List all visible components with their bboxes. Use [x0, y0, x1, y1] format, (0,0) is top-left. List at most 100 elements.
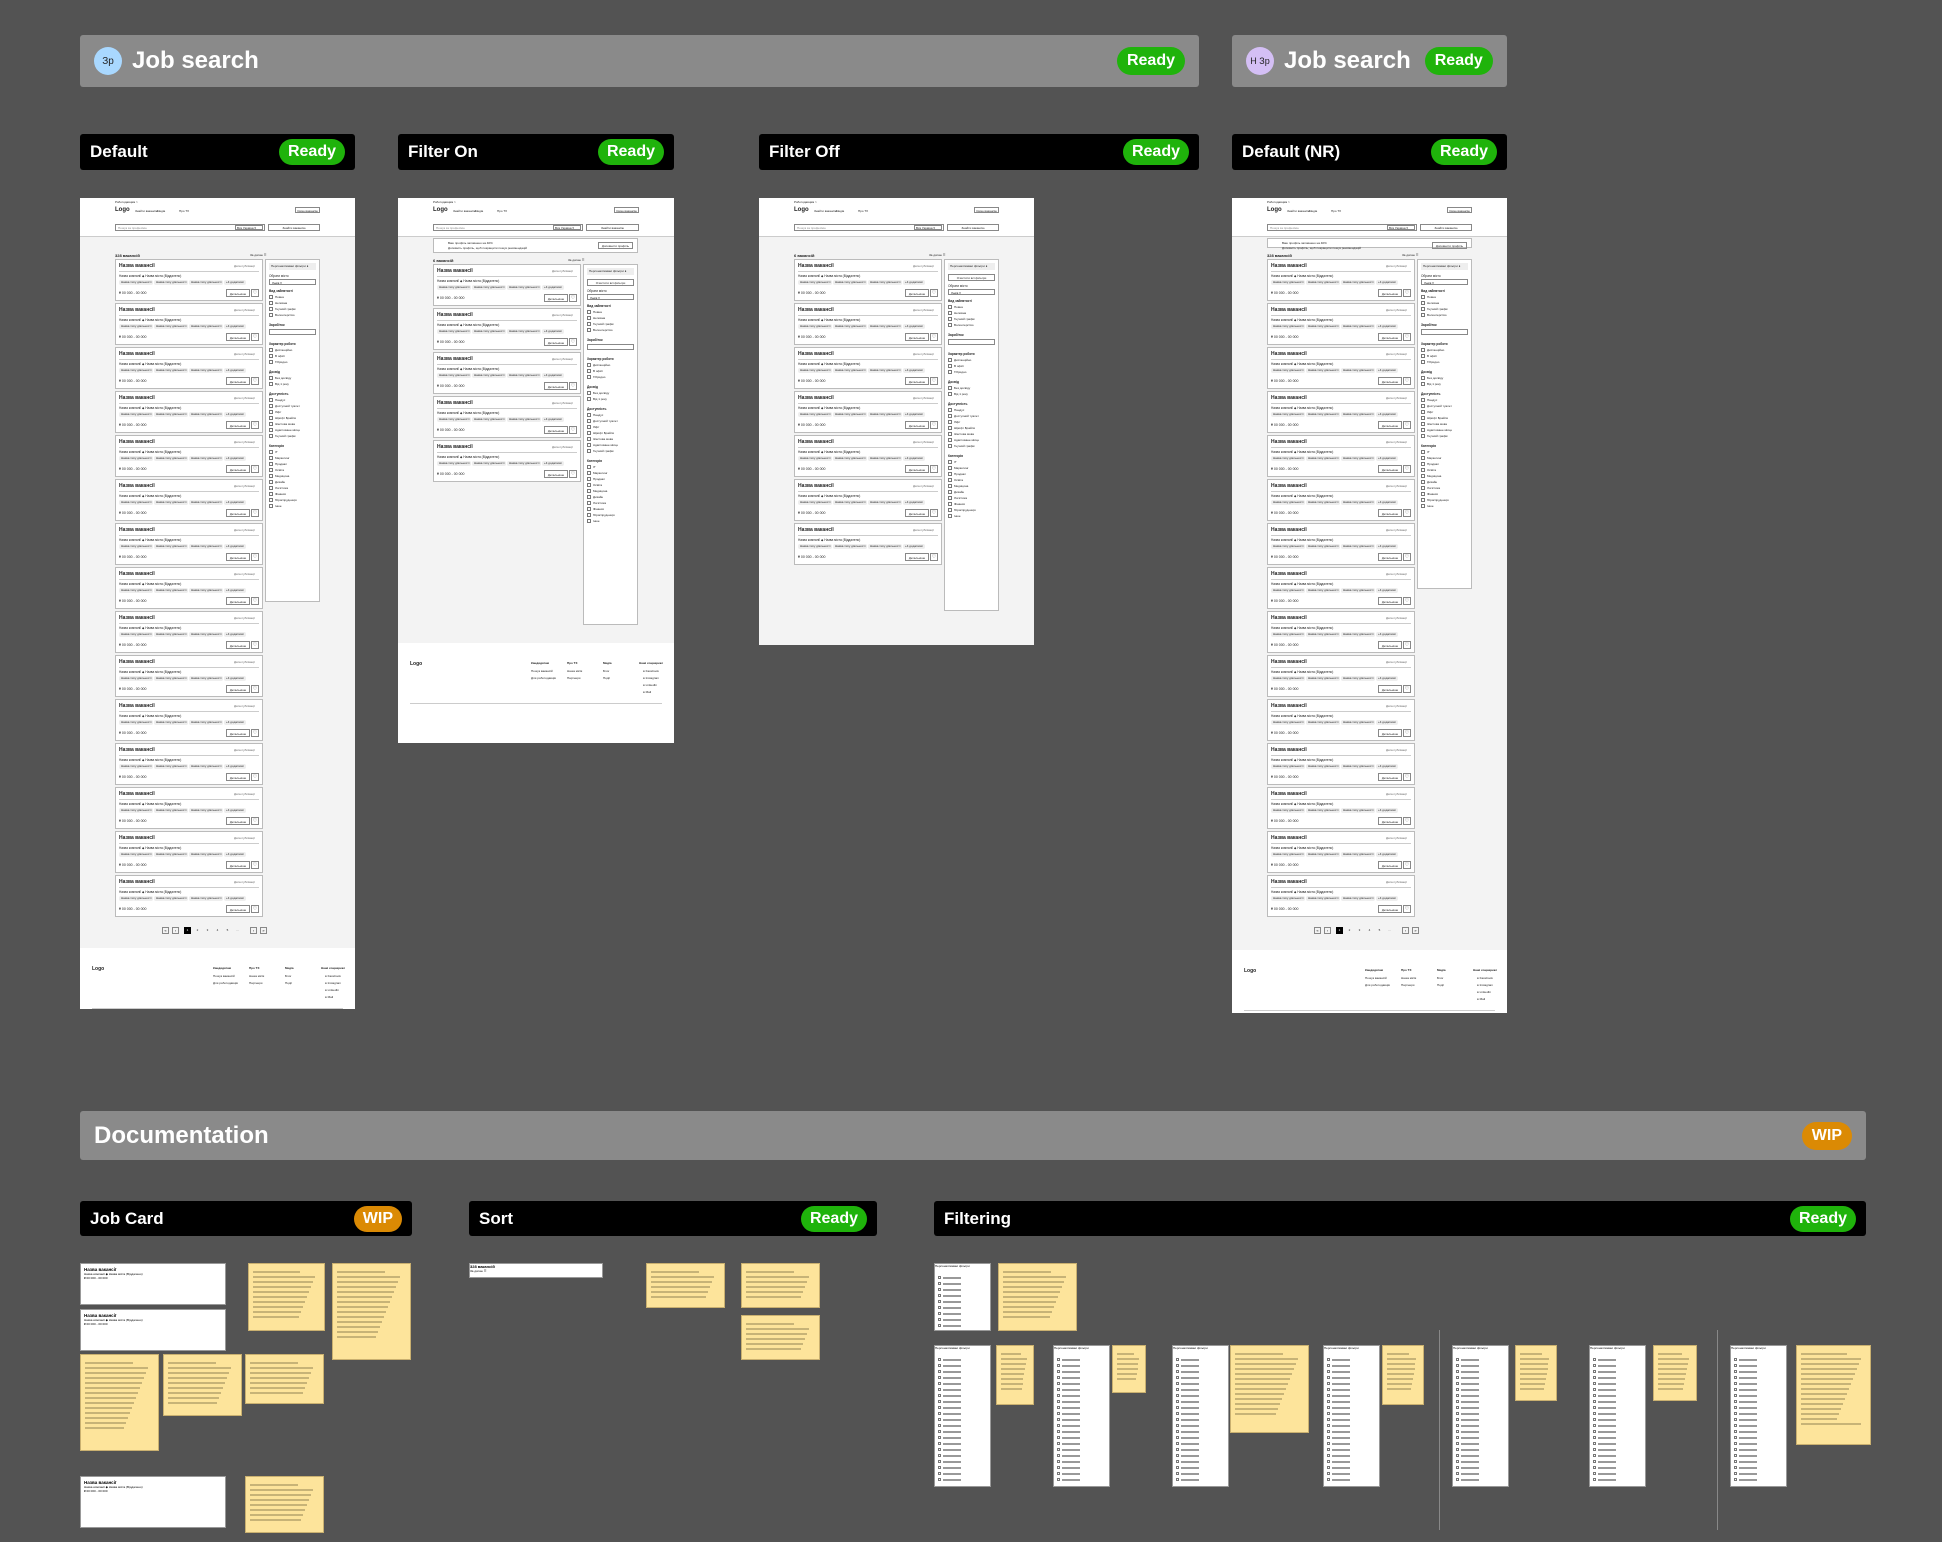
details-button[interactable]: Детальніше — [1378, 597, 1402, 605]
job-card[interactable]: Назва вакансії Дата публікації Назва компа… — [115, 435, 263, 477]
checkbox[interactable] — [269, 307, 273, 311]
job-card[interactable]: Назва вакансії Дата публікації Назва компа… — [115, 875, 263, 917]
details-button[interactable]: Детальніше — [544, 338, 568, 346]
heart-icon[interactable]: ♡ — [251, 905, 259, 913]
search-input[interactable]: Пошук за професією — [433, 224, 583, 231]
details-button[interactable]: Детальніше — [226, 685, 250, 693]
checkbox[interactable] — [1421, 434, 1425, 438]
search-input[interactable]: Пошук за професією — [1267, 224, 1417, 231]
heart-icon[interactable]: ♡ — [930, 377, 938, 385]
checkbox[interactable] — [587, 449, 591, 453]
details-button[interactable]: Детальніше — [226, 553, 250, 561]
heart-icon[interactable]: ♡ — [1403, 553, 1411, 561]
checkbox[interactable] — [269, 354, 273, 358]
checkbox[interactable] — [269, 301, 273, 305]
checkbox[interactable] — [587, 369, 591, 373]
checkbox[interactable] — [269, 410, 273, 414]
heart-icon[interactable]: ♡ — [251, 729, 259, 737]
salary-select[interactable] — [1421, 329, 1468, 335]
checkbox[interactable] — [948, 444, 952, 448]
details-button[interactable]: Детальніше — [1378, 465, 1402, 473]
heart-icon[interactable]: ♡ — [1403, 861, 1411, 869]
checkbox[interactable] — [587, 507, 591, 511]
details-button[interactable]: Детальніше — [1378, 773, 1402, 781]
checkbox[interactable] — [587, 519, 591, 523]
heart-icon[interactable]: ♡ — [251, 597, 259, 605]
checkbox[interactable] — [948, 386, 952, 390]
job-card[interactable]: Назва вакансії Дата публікації Назва компа… — [1267, 303, 1415, 345]
checkbox[interactable] — [948, 466, 952, 470]
checkbox[interactable] — [948, 426, 952, 430]
heart-icon[interactable]: ♡ — [1403, 817, 1411, 825]
job-card[interactable]: Назва вакансії Дата публікації Назва компа… — [1267, 611, 1415, 653]
checkbox[interactable] — [587, 397, 591, 401]
checkbox[interactable] — [587, 425, 591, 429]
checkbox[interactable] — [1421, 354, 1425, 358]
checkbox[interactable] — [269, 498, 273, 502]
heart-icon[interactable]: ♡ — [569, 382, 577, 390]
heart-icon[interactable]: ♡ — [251, 289, 259, 297]
page-number[interactable]: 1 — [184, 927, 191, 934]
checkbox[interactable] — [587, 501, 591, 505]
checkbox[interactable] — [587, 443, 591, 447]
job-card[interactable]: Назва вакансії Дата публікації Назва компа… — [433, 352, 581, 394]
checkbox[interactable] — [1421, 468, 1425, 472]
heart-icon[interactable]: ♡ — [569, 338, 577, 346]
region-select[interactable]: Вся Україна ▾ — [553, 225, 581, 230]
page-number[interactable]: 4 — [216, 928, 219, 932]
checkbox[interactable] — [948, 317, 952, 321]
details-button[interactable]: Детальніше — [1378, 817, 1402, 825]
heart-icon[interactable]: ♡ — [930, 333, 938, 341]
checkbox[interactable] — [948, 408, 952, 412]
job-card[interactable]: Назва вакансії Дата публікації Назва компа… — [115, 699, 263, 741]
job-card[interactable]: Назва вакансії Дата публікації Назва компа… — [1267, 523, 1415, 565]
checkbox[interactable] — [269, 416, 273, 420]
details-button[interactable]: Детальніше — [226, 465, 250, 473]
job-card[interactable]: Назва вакансії Дата публікації Назва компа… — [1267, 567, 1415, 609]
checkbox[interactable] — [269, 398, 273, 402]
checkbox[interactable] — [1421, 410, 1425, 414]
page-nav-button[interactable]: » — [1412, 927, 1419, 934]
job-card[interactable]: Назва вакансії Дата публікації Назва компа… — [115, 347, 263, 389]
details-button[interactable]: Детальніше — [905, 465, 929, 473]
job-card[interactable]: Назва вакансії Дата публікації Назва компа… — [433, 264, 581, 306]
details-button[interactable]: Детальніше — [1378, 377, 1402, 385]
checkbox[interactable] — [1421, 492, 1425, 496]
heart-icon[interactable]: ♡ — [1403, 289, 1411, 297]
checkbox[interactable] — [948, 478, 952, 482]
details-button[interactable]: Детальніше — [1378, 641, 1402, 649]
checkbox[interactable] — [1421, 348, 1425, 352]
details-button[interactable]: Детальніше — [226, 729, 250, 737]
city-select[interactable]: Львів ▾ — [948, 289, 995, 295]
heart-icon[interactable]: ♡ — [1403, 729, 1411, 737]
checkbox[interactable] — [1421, 313, 1425, 317]
details-button[interactable]: Детальніше — [1378, 333, 1402, 341]
checkbox[interactable] — [587, 419, 591, 423]
checkbox[interactable] — [1421, 428, 1425, 432]
city-select[interactable]: Львів ▾ — [587, 294, 634, 300]
checkbox[interactable] — [269, 348, 273, 352]
page-number[interactable]: 2 — [1348, 928, 1351, 932]
page-nav-button[interactable]: ‹ — [172, 927, 179, 934]
details-button[interactable]: Детальніше — [544, 294, 568, 302]
checkbox[interactable] — [587, 437, 591, 441]
page-nav-button[interactable]: « — [162, 927, 169, 934]
details-button[interactable]: Детальніше — [905, 377, 929, 385]
checkbox[interactable] — [1421, 480, 1425, 484]
checkbox[interactable] — [1421, 376, 1425, 380]
checkbox[interactable] — [948, 496, 952, 500]
checkbox[interactable] — [948, 392, 952, 396]
page-number[interactable]: 5 — [226, 928, 229, 932]
checkbox[interactable] — [948, 311, 952, 315]
checkbox[interactable] — [269, 313, 273, 317]
details-button[interactable]: Детальніше — [226, 509, 250, 517]
wireframe-default-nr[interactable]: Роботодавцям > Logo Знайти вакансію Медіа Пр… — [1232, 198, 1507, 1013]
checkbox[interactable] — [948, 305, 952, 309]
details-button[interactable]: Детальніше — [226, 597, 250, 605]
banner-button[interactable]: Доповнити профіль — [598, 242, 633, 249]
heart-icon[interactable]: ♡ — [930, 289, 938, 297]
details-button[interactable]: Детальніше — [544, 470, 568, 478]
checkbox[interactable] — [269, 462, 273, 466]
details-button[interactable]: Детальніше — [226, 905, 250, 913]
details-button[interactable]: Детальніше — [905, 333, 929, 341]
